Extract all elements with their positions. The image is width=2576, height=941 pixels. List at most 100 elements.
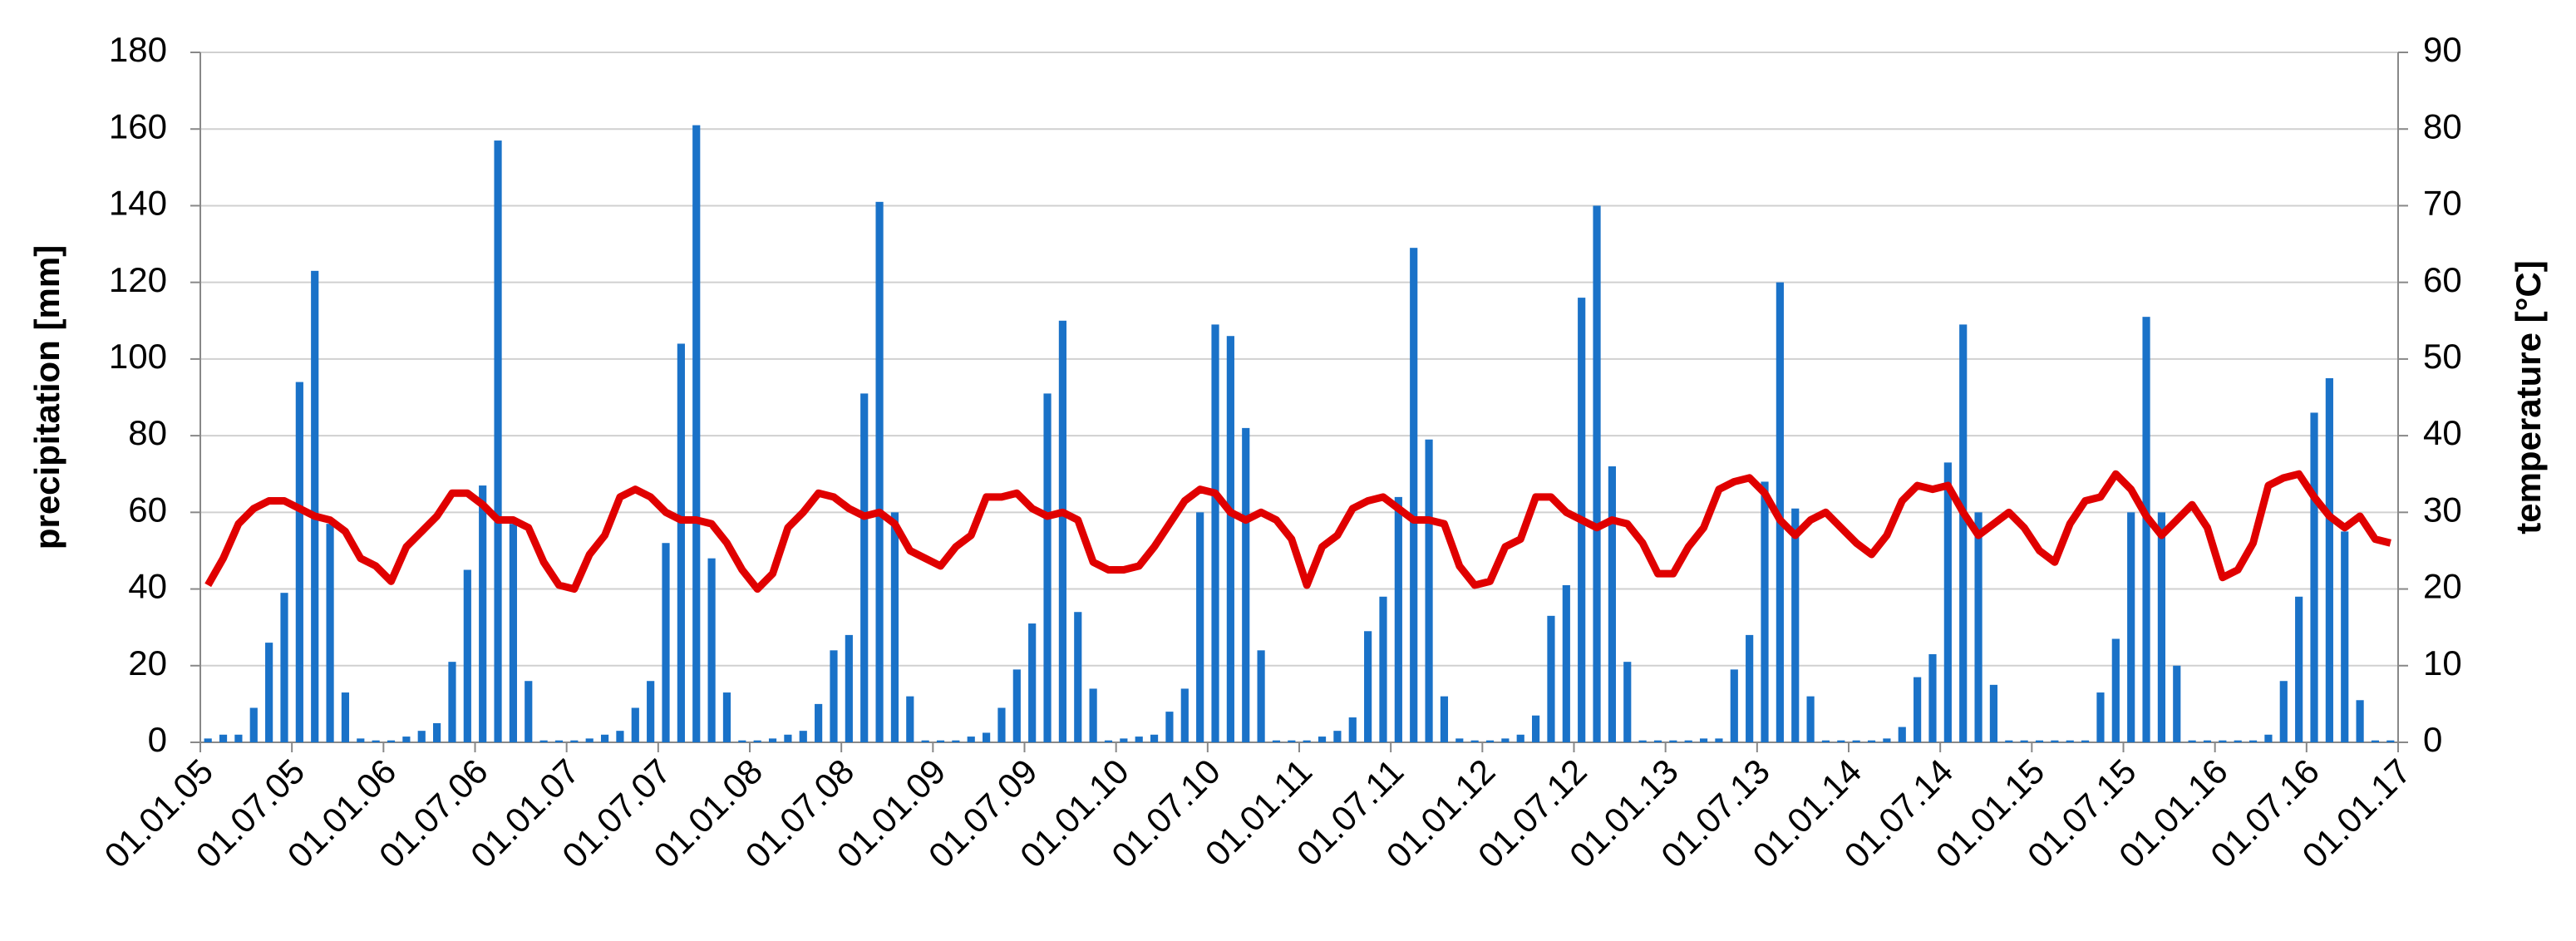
bar xyxy=(830,650,838,742)
bar xyxy=(509,524,517,742)
bar xyxy=(1043,393,1052,742)
bar xyxy=(2279,681,2288,742)
bar xyxy=(1684,740,1692,742)
bar xyxy=(1593,205,1601,742)
bar xyxy=(1867,740,1876,742)
bar xyxy=(1318,737,1327,742)
bar xyxy=(1242,427,1250,742)
bar xyxy=(1547,615,1555,742)
bar xyxy=(1746,634,1754,742)
bar xyxy=(2325,377,2333,742)
y2-tick-label: 0 xyxy=(2423,720,2442,759)
bar xyxy=(2203,740,2212,742)
y-axis-label: precipitation [mm] xyxy=(27,245,66,549)
bar xyxy=(1257,650,1265,742)
bar xyxy=(1058,320,1066,742)
bar xyxy=(2142,317,2150,742)
bar xyxy=(1928,653,1937,742)
bar xyxy=(815,703,823,742)
y-tick-label: 40 xyxy=(128,567,167,606)
bar xyxy=(402,737,411,742)
bar xyxy=(1394,496,1402,742)
bar xyxy=(890,512,899,742)
bar xyxy=(448,662,456,742)
bar xyxy=(433,722,441,742)
bar xyxy=(1012,669,1021,742)
bar xyxy=(204,738,212,742)
bar xyxy=(662,543,670,742)
bar xyxy=(1715,738,1723,742)
y2-tick-label: 10 xyxy=(2423,643,2462,682)
bar xyxy=(738,740,746,742)
bar xyxy=(585,738,594,742)
bar xyxy=(1821,740,1830,742)
bar xyxy=(845,634,853,742)
bar xyxy=(570,740,579,742)
bar xyxy=(647,681,655,742)
bar xyxy=(1761,481,1769,742)
bar xyxy=(1501,738,1510,742)
bar xyxy=(1348,717,1357,742)
bar xyxy=(1104,740,1113,742)
bar xyxy=(2066,740,2074,742)
bar xyxy=(387,740,396,742)
bar xyxy=(2219,740,2227,742)
bar xyxy=(753,740,761,742)
bar xyxy=(616,731,624,742)
bar xyxy=(1623,662,1632,742)
y-tick-label: 20 xyxy=(128,643,167,682)
bar xyxy=(1883,738,1891,742)
bar xyxy=(2386,740,2395,742)
bar xyxy=(280,593,288,742)
bar xyxy=(372,740,380,742)
bar xyxy=(1806,696,1815,742)
bar xyxy=(967,737,975,742)
bar xyxy=(1699,738,1708,742)
bar xyxy=(921,740,929,742)
bar xyxy=(1211,324,1219,742)
bar xyxy=(600,734,609,742)
bar xyxy=(1333,731,1342,742)
bar xyxy=(2188,740,2196,742)
bar xyxy=(1532,715,1540,742)
y2-axis-label: temperature [°C] xyxy=(2509,260,2548,535)
bar xyxy=(1165,712,1174,742)
bar xyxy=(1837,740,1845,742)
bar xyxy=(860,393,869,742)
bar xyxy=(1028,623,1037,742)
y2-tick-label: 90 xyxy=(2423,30,2462,69)
y2-tick-label: 80 xyxy=(2423,106,2462,145)
bar xyxy=(1730,669,1738,742)
bar xyxy=(936,740,945,742)
bar xyxy=(341,692,350,742)
bar xyxy=(1089,688,1097,742)
bar xyxy=(2111,638,2120,742)
bar xyxy=(1272,740,1281,742)
y-tick-label: 120 xyxy=(109,260,167,299)
y-tick-label: 140 xyxy=(109,184,167,223)
bar xyxy=(2341,531,2349,742)
bar xyxy=(1226,336,1234,742)
bar xyxy=(1455,738,1464,742)
y-tick-label: 80 xyxy=(128,413,167,452)
y2-tick-label: 70 xyxy=(2423,184,2462,223)
bar xyxy=(234,734,243,742)
bar xyxy=(707,558,716,742)
bar xyxy=(1776,282,1784,743)
bar xyxy=(1562,584,1570,742)
bar xyxy=(2051,740,2059,742)
bar xyxy=(463,569,471,742)
bar xyxy=(2371,740,2380,742)
bar xyxy=(2127,512,2135,742)
bar xyxy=(2081,740,2090,742)
bar xyxy=(952,740,960,742)
bar xyxy=(722,692,731,742)
bar xyxy=(219,734,228,742)
bar xyxy=(2173,665,2181,742)
bar xyxy=(2295,596,2303,742)
bar xyxy=(249,707,258,742)
y-tick-label: 60 xyxy=(128,490,167,529)
bar xyxy=(2005,740,2013,742)
bar xyxy=(784,734,792,742)
